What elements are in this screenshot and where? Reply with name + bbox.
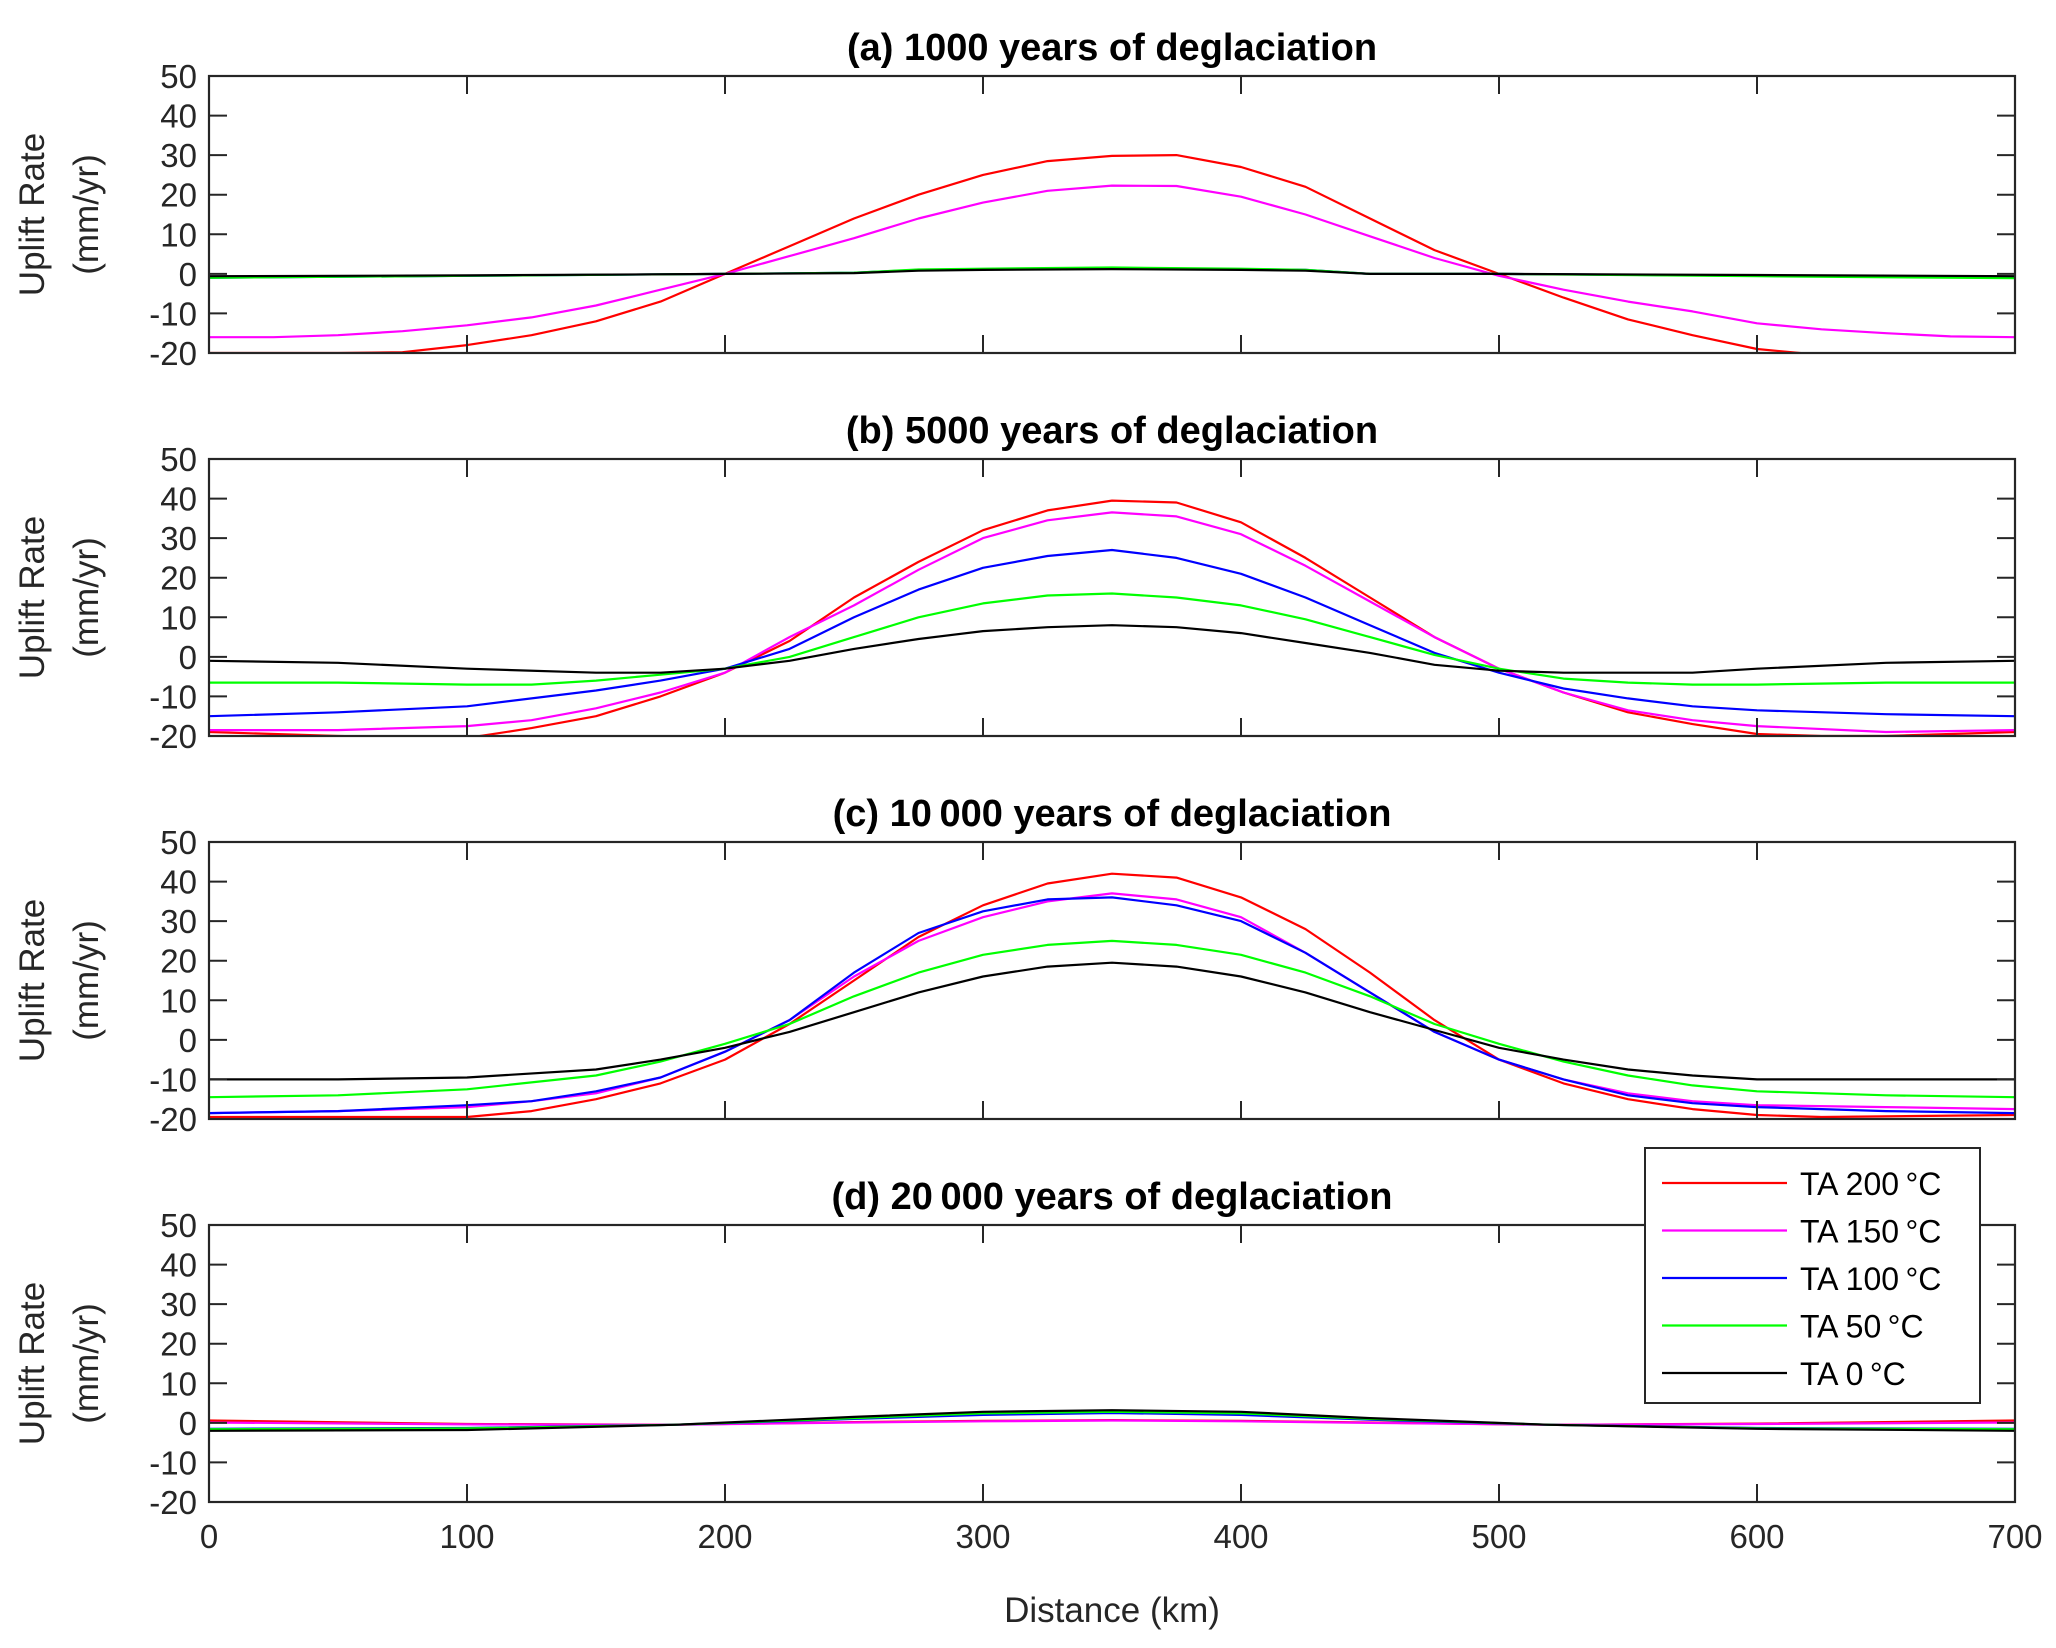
series-line-ta0 bbox=[209, 1409, 2015, 1432]
y-tick-label: 30 bbox=[160, 520, 197, 557]
panel-title: (b) 5000 years of deglaciation bbox=[846, 410, 1378, 452]
y-tick-label: 10 bbox=[160, 599, 197, 636]
plot-area bbox=[209, 459, 2015, 736]
y-tick-label: 0 bbox=[179, 256, 197, 293]
y-tick-label: 0 bbox=[179, 1405, 197, 1442]
y-tick-label: -20 bbox=[149, 335, 197, 372]
x-tick-label: 700 bbox=[1987, 1518, 2042, 1555]
series-line-ta150 bbox=[209, 892, 2015, 1115]
axes-box bbox=[207, 74, 2017, 355]
series-line-ta50 bbox=[209, 939, 2015, 1099]
series-line-ta0 bbox=[209, 624, 2015, 674]
y-tick-label: 40 bbox=[160, 1247, 197, 1284]
y-tick-label: 20 bbox=[160, 943, 197, 980]
axes-box bbox=[207, 457, 2017, 738]
series-line-ta0 bbox=[209, 961, 2015, 1081]
y-tick-label: 30 bbox=[160, 137, 197, 174]
y-tick-label: -20 bbox=[149, 1484, 197, 1521]
y-tick-label: 40 bbox=[160, 864, 197, 901]
legend-label: TA 0 °C bbox=[1800, 1356, 1906, 1392]
series-line-ta200 bbox=[209, 499, 2015, 736]
y-tick-label: 50 bbox=[160, 441, 197, 478]
series-line-ta50 bbox=[209, 592, 2015, 686]
series-line-ta150 bbox=[209, 184, 2015, 339]
y-tick-label: 40 bbox=[160, 481, 197, 518]
series-line-ta100 bbox=[209, 896, 2015, 1115]
y-tick-label: 30 bbox=[160, 1286, 197, 1323]
series-line-ta0 bbox=[209, 268, 2015, 278]
legend-box bbox=[1644, 1147, 1981, 1404]
y-tick-label: 50 bbox=[160, 824, 197, 861]
y-tick-label: 10 bbox=[160, 216, 197, 253]
y-tick-label: -20 bbox=[149, 718, 197, 755]
series-line-ta200 bbox=[209, 872, 2015, 1119]
x-axis-label: Distance (km) bbox=[1004, 1591, 1220, 1630]
panel-title: (a) 1000 years of deglaciation bbox=[847, 27, 1377, 69]
x-tick-label: 300 bbox=[955, 1518, 1010, 1555]
legend-label: TA 50 °C bbox=[1800, 1309, 1924, 1345]
legend: TA 200 °C TA 150 °C TA 100 °C TA 50 °C TA 0 … bbox=[1644, 1147, 1981, 1404]
series-line-ta150 bbox=[209, 511, 2015, 734]
y-tick-label: 10 bbox=[160, 982, 197, 1019]
y-tick-label: 20 bbox=[160, 560, 197, 597]
x-tick-label: 600 bbox=[1729, 1518, 1784, 1555]
legend-item-ta50: TA 50 °C bbox=[1662, 1309, 1924, 1345]
y-tick-label: -10 bbox=[149, 1444, 197, 1481]
y-tick-label: 20 bbox=[160, 177, 197, 214]
x-tick-label: 500 bbox=[1471, 1518, 1526, 1555]
legend-item-ta100: TA 100 °C bbox=[1662, 1261, 1941, 1297]
x-tick-label: 0 bbox=[200, 1518, 218, 1555]
y-axis-label-units: (mm/yr) bbox=[67, 1303, 106, 1424]
y-tick-label: 0 bbox=[179, 639, 197, 676]
y-tick-label: 20 bbox=[160, 1326, 197, 1363]
y-axis-label-units: (mm/yr) bbox=[67, 920, 106, 1041]
y-tick-label: -10 bbox=[149, 678, 197, 715]
y-tick-label: 30 bbox=[160, 903, 197, 940]
legend-item-ta200: TA 200 °C bbox=[1662, 1166, 1941, 1202]
series-line-ta100 bbox=[209, 548, 2015, 718]
panel-title: (c) 10 000 years of deglaciation bbox=[833, 793, 1392, 835]
x-tick-label: 400 bbox=[1213, 1518, 1268, 1555]
legend-item-ta0: TA 0 °C bbox=[1662, 1356, 1906, 1392]
series-group bbox=[209, 1409, 2015, 1432]
y-axis-label: Uplift Rate bbox=[13, 1282, 52, 1445]
y-tick-label: -10 bbox=[149, 295, 197, 332]
legend-label: TA 150 °C bbox=[1800, 1214, 1941, 1250]
y-axis-label: Uplift Rate bbox=[13, 899, 52, 1062]
plot-area bbox=[209, 842, 2015, 1119]
legend-label: TA 200 °C bbox=[1800, 1166, 1941, 1202]
series-line-ta150 bbox=[209, 1419, 2015, 1426]
legend-label: TA 100 °C bbox=[1800, 1261, 1941, 1297]
plot-area bbox=[209, 76, 2015, 353]
y-axis-label: Uplift Rate bbox=[13, 516, 52, 679]
panel-title: (d) 20 000 years of deglaciation bbox=[832, 1176, 1393, 1218]
y-tick-label: -20 bbox=[149, 1101, 197, 1138]
y-tick-label: 40 bbox=[160, 98, 197, 135]
y-axis-label-units: (mm/yr) bbox=[67, 154, 106, 275]
axes-box bbox=[207, 840, 2017, 1121]
y-tick-label: -10 bbox=[149, 1061, 197, 1098]
y-tick-label: 50 bbox=[160, 1207, 197, 1244]
y-axis-label: Uplift Rate bbox=[13, 133, 52, 296]
axes-box bbox=[207, 1223, 2017, 1504]
legend-item-ta150: TA 150 °C bbox=[1662, 1214, 1941, 1250]
x-tick-label: 100 bbox=[439, 1518, 494, 1555]
y-tick-label: 50 bbox=[160, 58, 197, 95]
y-tick-label: 10 bbox=[160, 1365, 197, 1402]
series-group bbox=[209, 872, 2015, 1119]
series-group bbox=[209, 154, 2015, 353]
x-tick-label: 200 bbox=[697, 1518, 752, 1555]
y-tick-label: 0 bbox=[179, 1022, 197, 1059]
series-line-ta200 bbox=[209, 154, 1812, 353]
y-axis-label-units: (mm/yr) bbox=[67, 537, 106, 658]
series-group bbox=[209, 499, 2015, 736]
